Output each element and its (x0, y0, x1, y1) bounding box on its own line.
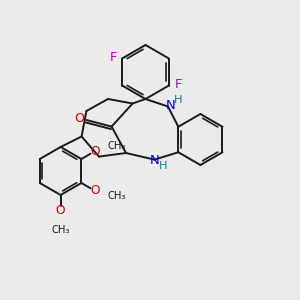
Text: O: O (56, 204, 65, 217)
Text: CH₃: CH₃ (108, 191, 126, 201)
Text: F: F (110, 51, 117, 64)
Text: O: O (90, 184, 100, 197)
Text: O: O (75, 112, 85, 125)
Text: H: H (159, 160, 167, 171)
Text: N: N (150, 154, 160, 167)
Text: H: H (174, 95, 183, 105)
Text: CH₃: CH₃ (108, 141, 126, 151)
Text: F: F (174, 78, 182, 91)
Text: O: O (90, 145, 100, 158)
Text: CH₃: CH₃ (51, 225, 70, 235)
Text: N: N (166, 99, 176, 112)
